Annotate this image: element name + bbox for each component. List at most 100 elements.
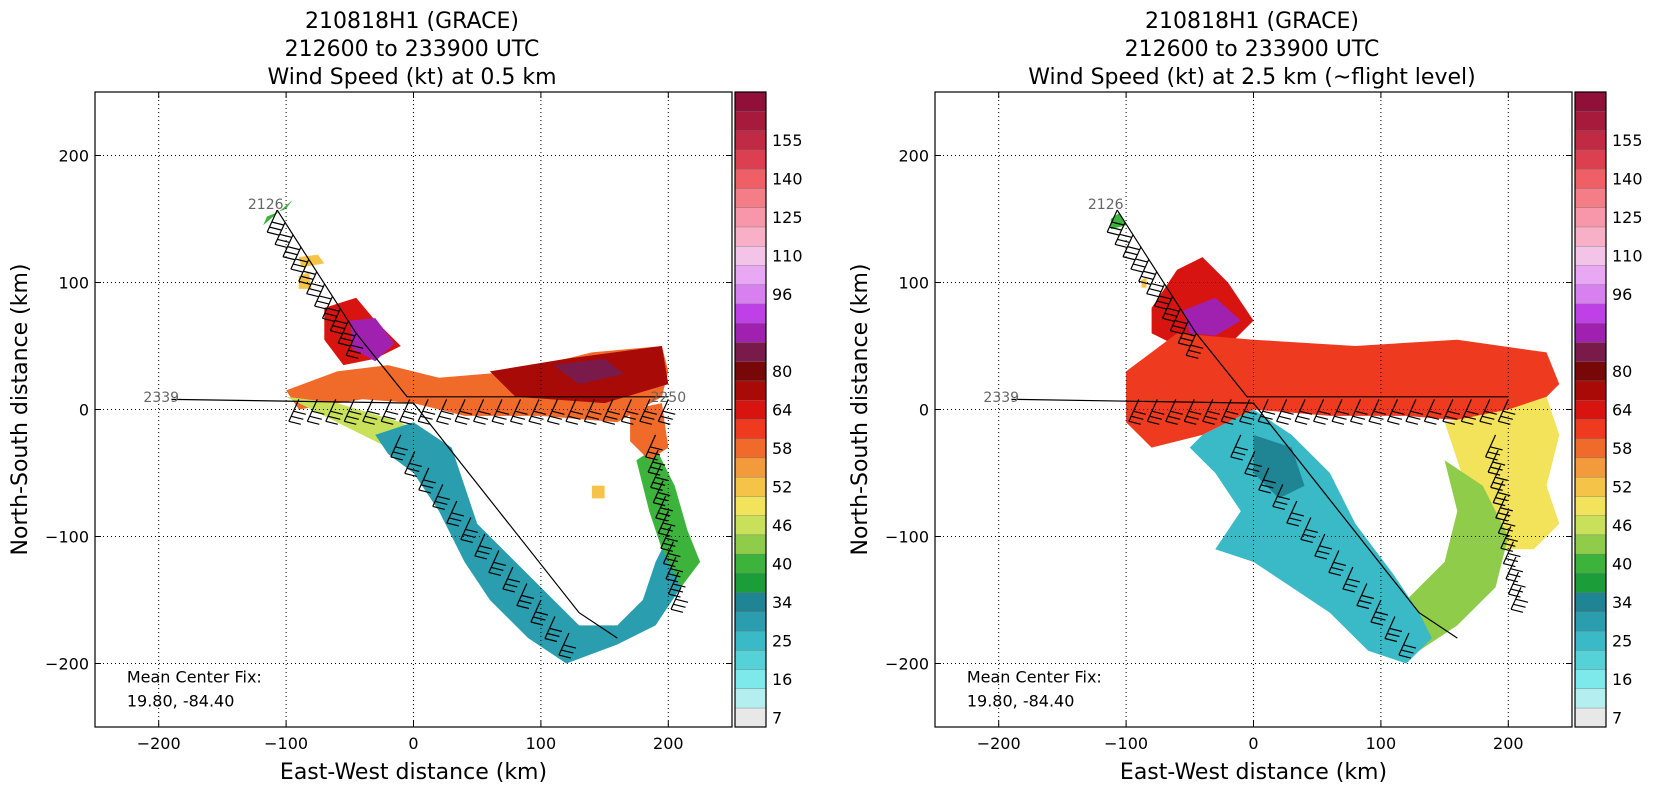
wind-swath-11	[630, 403, 669, 461]
colorbar-segment	[1574, 418, 1607, 439]
colorbar-segment	[1574, 264, 1607, 285]
colorbar-segment	[734, 592, 767, 613]
wind-barb	[1386, 399, 1405, 425]
wind-barb	[1220, 399, 1239, 425]
colorbar-segment	[734, 495, 767, 516]
wind-barb	[290, 246, 309, 273]
wind-barb	[1505, 556, 1524, 583]
colorbar-tick-label: 7	[772, 708, 782, 727]
track-leg	[171, 398, 618, 639]
colorbar-tick-label: 58	[772, 439, 792, 458]
wind-barb	[1258, 467, 1276, 494]
colorbar-tick-label: 96	[1612, 285, 1632, 304]
colorbar-segment	[1574, 688, 1607, 709]
wind-barb	[1398, 632, 1417, 659]
wind-barb	[1130, 246, 1149, 273]
colorbar-segment	[1574, 149, 1607, 170]
wind-swath-7	[553, 358, 624, 385]
wind-barb	[1342, 566, 1361, 593]
colorbar-segment	[734, 553, 767, 574]
colorbar-segment	[1574, 380, 1607, 401]
wind-barb	[1331, 399, 1350, 425]
wind-barb	[399, 399, 417, 425]
colorbar-tick-label: 155	[772, 131, 803, 150]
wind-barb	[647, 449, 666, 476]
wind-barb	[1154, 283, 1172, 310]
x-axis-label: East-West distance (km)	[280, 760, 547, 785]
x-tick-label: −100	[1104, 734, 1148, 753]
track-time-label: 2339	[143, 390, 179, 406]
colorbar-segment	[1574, 515, 1607, 536]
colorbar-segment	[734, 515, 767, 536]
wind-barb	[380, 399, 399, 425]
wind-barb	[417, 399, 436, 425]
wind-barb	[662, 541, 681, 568]
wind-barb	[516, 583, 535, 610]
colorbar-tick-label: 52	[1612, 477, 1632, 496]
wind-barb	[667, 571, 686, 598]
wind-barb	[1165, 399, 1183, 425]
colorbar-segment	[734, 111, 767, 131]
wind-barb	[1492, 480, 1511, 507]
wind-barb	[1244, 451, 1262, 477]
wind-barb	[1356, 583, 1375, 610]
colorbar-segment	[734, 264, 767, 285]
wind-barb	[657, 510, 676, 537]
colorbar-segment	[1574, 438, 1607, 459]
wind-barb	[1114, 222, 1133, 249]
track-time-label: 2126	[248, 197, 284, 213]
wind-barb	[1487, 449, 1506, 476]
colorbar-tick-label: 64	[1612, 401, 1632, 420]
colorbar-segment	[734, 669, 767, 690]
colorbar-tick-label: 46	[772, 516, 792, 535]
wind-barb	[558, 632, 577, 659]
chart-title-line: 212600 to 233900 UTC	[285, 37, 540, 62]
colorbar-segment	[1574, 245, 1607, 266]
wind-barb	[345, 333, 364, 359]
wind-barb	[1300, 517, 1318, 544]
colorbar-tick-label: 140	[1612, 170, 1643, 189]
wind-barb	[298, 259, 316, 285]
wind-barb	[446, 500, 464, 527]
track-time-label: 2126	[1088, 197, 1124, 213]
wind-barb	[660, 526, 678, 552]
colorbar-segment	[1574, 111, 1607, 131]
wind-barb	[530, 599, 549, 626]
wind-barb	[337, 320, 356, 347]
colorbar-segment	[734, 476, 767, 497]
wind-barb	[1497, 510, 1516, 537]
colorbar-segment	[734, 457, 767, 478]
wind-barb	[1177, 320, 1196, 347]
wind-barb	[602, 399, 621, 425]
colorbar-segment	[1574, 303, 1607, 324]
colorbar-segment	[734, 168, 767, 189]
wind-barb	[1479, 399, 1497, 425]
colorbar-segment	[1574, 322, 1607, 343]
colorbar-segment	[1574, 168, 1607, 189]
y-tick-label: 100	[58, 274, 89, 293]
colorbar-segment	[734, 438, 767, 459]
wind-swath-9	[375, 422, 688, 664]
wind-barb	[1146, 271, 1164, 298]
colorbar-segment	[734, 303, 767, 324]
wind-barb	[282, 234, 301, 261]
wind-barb	[1502, 541, 1521, 568]
wind-swath-3	[1183, 297, 1241, 336]
colorbar-segment	[1574, 553, 1607, 574]
wind-swath-1	[298, 254, 325, 268]
wind-barb	[502, 566, 521, 593]
wind-barb	[1510, 587, 1529, 613]
x-tick-label: 200	[653, 734, 684, 753]
colorbar-segment	[734, 534, 767, 555]
colorbar-frame	[734, 91, 767, 728]
wind-barb	[1286, 500, 1304, 527]
wind-barb	[1272, 484, 1290, 511]
colorbar-segment	[734, 399, 767, 420]
colorbar-tick-label: 40	[772, 554, 792, 573]
colorbar-segment	[734, 149, 767, 170]
colorbar-tick-label: 140	[772, 170, 803, 189]
y-tick-label: −100	[45, 528, 89, 547]
wind-barb	[657, 399, 676, 425]
wind-barb	[418, 467, 436, 494]
colorbar-tick-label: 25	[1612, 631, 1632, 650]
